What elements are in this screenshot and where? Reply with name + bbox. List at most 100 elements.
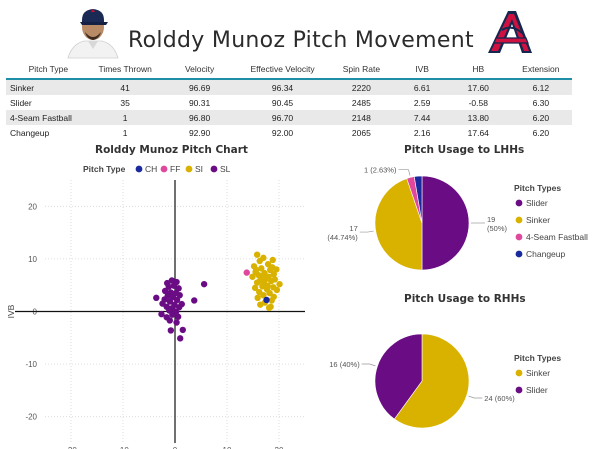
- legend-label-ch: CH: [145, 164, 157, 174]
- pie-legend-label: Changeup: [526, 249, 566, 259]
- x-tick-label: -20: [65, 446, 77, 449]
- scatter-point-sl[interactable]: [167, 327, 175, 334]
- scatter-point-si[interactable]: [256, 257, 263, 265]
- legend-marker-ch[interactable]: [135, 165, 143, 173]
- scatter-point-sl[interactable]: [170, 282, 178, 289]
- table-cell: 92.00: [271, 127, 294, 138]
- pitch-stats-table: Pitch Type Times Thrown Velocity Effecti…: [6, 60, 572, 140]
- scatter-point-si[interactable]: [266, 289, 273, 297]
- legend-label-si: SI: [195, 164, 203, 174]
- scatter-point-sl[interactable]: [165, 283, 172, 290]
- scatter-point-sl[interactable]: [191, 297, 198, 304]
- table-cell: 90.45: [271, 97, 294, 108]
- scatter-point-sl[interactable]: [173, 319, 180, 326]
- scatter-point-si[interactable]: [267, 303, 274, 310]
- pie-slice-sinker[interactable]: [393, 333, 470, 429]
- scatter-point-sl[interactable]: [166, 317, 173, 324]
- scatter-point-sl[interactable]: [175, 304, 183, 311]
- scatter-point-si[interactable]: [273, 286, 281, 294]
- column-header[interactable]: IVB: [397, 60, 447, 80]
- scatter-point-sl[interactable]: [169, 311, 176, 318]
- pie-legend-label: Slider: [526, 198, 548, 208]
- pie-legend-marker[interactable]: [515, 369, 523, 377]
- team-logo-icon: [488, 11, 532, 53]
- scatter-point-si[interactable]: [269, 264, 276, 271]
- column-header[interactable]: Velocity: [159, 60, 240, 80]
- pie-leader-line: [468, 395, 483, 399]
- scatter-point-si[interactable]: [258, 265, 265, 272]
- scatter-point-sl[interactable]: [177, 335, 184, 342]
- scatter-point-sl[interactable]: [153, 294, 160, 302]
- scatter-point-sl[interactable]: [158, 310, 165, 318]
- scatter-point-si[interactable]: [253, 279, 261, 286]
- scatter-point-si[interactable]: [253, 251, 261, 258]
- pie-leader-line: [398, 169, 411, 176]
- table-cell: 2485: [351, 97, 371, 108]
- table-cell: 7.44: [397, 110, 447, 125]
- column-header[interactable]: Effective Velocity: [239, 60, 326, 80]
- scatter-point-si[interactable]: [270, 270, 277, 278]
- scatter-point-sl[interactable]: [176, 291, 183, 299]
- pie-legend-label: Slider: [526, 385, 548, 395]
- pie-data-label: 16 (40%): [329, 360, 360, 369]
- page-title: Rolddy Munoz Pitch Movement: [128, 28, 474, 53]
- table-cell: 96.80: [159, 110, 240, 125]
- pie-slice-sinker[interactable]: [374, 178, 423, 271]
- pie-slice-changeup[interactable]: [413, 175, 423, 224]
- table-header-row: Pitch Type Times Thrown Velocity Effecti…: [6, 60, 572, 80]
- table-cell: -0.58: [468, 97, 488, 108]
- scatter-point-si[interactable]: [268, 277, 275, 285]
- table-cell: 6.12: [509, 79, 572, 95]
- x-tick-label: 0: [173, 446, 178, 449]
- pie-legend-label: 4-Seam Fastball: [526, 232, 588, 242]
- scatter-point-si[interactable]: [260, 291, 267, 299]
- pitch-scatter-chart: Pitch TypeCHFFSISL-20-100102020100-10-20…: [6, 164, 305, 449]
- scatter-point-si[interactable]: [264, 282, 271, 289]
- legend-marker-ff[interactable]: [160, 165, 168, 173]
- scatter-point-si[interactable]: [257, 301, 264, 308]
- lhh-pie-chart: 19(50%) 17(44.74%) 1 (2.63%) Pitch Types Sli…: [327, 166, 588, 271]
- y-tick-label: 10: [28, 255, 37, 264]
- pie-legend-marker[interactable]: [515, 199, 523, 207]
- pie-legend-marker[interactable]: [515, 386, 523, 394]
- column-header[interactable]: HB: [446, 60, 510, 80]
- scatter-point-sl[interactable]: [161, 287, 169, 295]
- pie-data-label: 19: [487, 215, 495, 224]
- lhh-pie-title: Pitch Usage to LHHs: [404, 144, 525, 156]
- table-row: Slider 35 90.31 90.45 2485 2.59 -0.58 6.…: [6, 95, 572, 110]
- table-cell: 6.20: [509, 110, 572, 125]
- scatter-point-si[interactable]: [259, 283, 266, 290]
- scatter-point-sl[interactable]: [173, 296, 181, 304]
- scatter-point-si[interactable]: [269, 256, 276, 264]
- scatter-point-sl[interactable]: [166, 298, 173, 305]
- pie-slice-slider[interactable]: [421, 175, 470, 271]
- scatter-point-sl[interactable]: [179, 326, 186, 334]
- scatter-point-si[interactable]: [276, 280, 283, 288]
- scatter-point-si[interactable]: [254, 294, 261, 302]
- scatter-point-si[interactable]: [259, 273, 267, 280]
- scatter-point-ch[interactable]: [263, 296, 270, 304]
- pie-legend-marker[interactable]: [515, 233, 523, 241]
- column-header[interactable]: Extension: [509, 60, 572, 80]
- scatter-point-sl[interactable]: [200, 280, 208, 288]
- column-header[interactable]: Spin Rate: [325, 60, 398, 80]
- scatter-point-sl[interactable]: [174, 313, 182, 320]
- scatter-point-si[interactable]: [252, 266, 260, 274]
- pie-leader-line: [361, 363, 376, 367]
- scatter-point-si[interactable]: [251, 284, 259, 292]
- scatter-point-si[interactable]: [249, 273, 256, 280]
- table-cell: 17.60: [446, 79, 510, 95]
- pie-slice-slider[interactable]: [374, 333, 423, 420]
- pie-legend-marker[interactable]: [515, 250, 523, 258]
- scatter-point-sl[interactable]: [175, 285, 182, 292]
- legend-marker-sl[interactable]: [210, 165, 218, 173]
- scatter-point-si[interactable]: [268, 297, 275, 304]
- table-row: Sinker 41 96.69 96.34 2220 6.61 17.60 6.…: [6, 79, 572, 95]
- column-header[interactable]: Times Thrown: [90, 60, 160, 80]
- column-header[interactable]: Pitch Type: [6, 60, 91, 80]
- pie-legend-marker[interactable]: [515, 216, 523, 224]
- pie-legend-title: Pitch Types: [514, 353, 561, 363]
- scatter-point-ff[interactable]: [243, 269, 250, 276]
- table-cell: 96.69: [159, 79, 240, 95]
- legend-marker-si[interactable]: [185, 165, 193, 173]
